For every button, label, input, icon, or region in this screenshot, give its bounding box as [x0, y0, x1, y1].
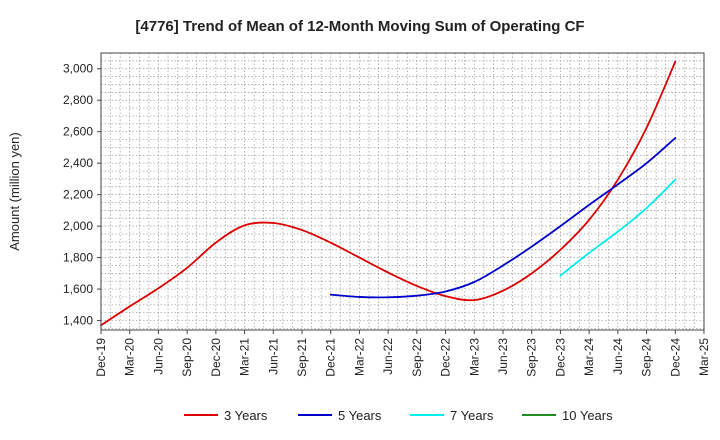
x-tick-label: Dec-20 [209, 338, 223, 377]
x-tick-label: Mar-23 [467, 338, 481, 376]
series-line-3-years [100, 60, 677, 327]
x-tick-label: Jun-21 [266, 338, 280, 375]
x-tick-label: Sep-24 [640, 338, 654, 377]
y-tick-label: 2,600 [63, 125, 93, 139]
x-tick-label: Dec-19 [94, 338, 108, 377]
y-tick-label: 3,000 [63, 62, 93, 76]
x-tick-label: Mar-20 [123, 338, 137, 376]
legend-label-10-years: 10 Years [562, 408, 613, 423]
x-tick-label: Jun-22 [381, 338, 395, 375]
x-tick-label: Jun-23 [496, 338, 510, 375]
plot-area [100, 52, 705, 331]
y-tick-label: 2,000 [63, 219, 93, 233]
grid [100, 52, 705, 330]
y-tick-label: 1,800 [63, 251, 93, 265]
y-tick-label: 2,400 [63, 156, 93, 170]
y-tick-label: 1,400 [63, 314, 93, 328]
series-line-7-years [559, 178, 677, 277]
x-tick-label: Sep-21 [295, 338, 309, 377]
x-tick-label: Mar-24 [582, 338, 596, 376]
y-axis-ticks: 1,400 1,600 1,800 2,000 2,200 2,400 2,600 2,800… [63, 62, 101, 328]
plot-frame [100, 52, 705, 331]
x-tick-label: Mar-25 [697, 338, 711, 376]
x-tick-label: Mar-22 [352, 338, 366, 376]
y-tick-label: 2,800 [63, 93, 93, 107]
x-axis-ticks: Dec-19 Mar-20 Jun-20 Sep-20 Dec-20 Mar-21 Jun-… [94, 330, 711, 377]
series-layer [100, 60, 677, 327]
x-tick-label: Sep-22 [410, 338, 424, 377]
x-tick-label: Sep-20 [180, 338, 194, 377]
x-tick-label: Jun-20 [151, 338, 165, 375]
x-tick-label: Dec-24 [668, 338, 682, 377]
x-tick-label: Jun-24 [611, 338, 625, 375]
series-line-5-years [329, 137, 677, 299]
legend-label-5-years: 5 Years [338, 408, 382, 423]
legend: 3 Years 5 Years 7 Years 10 Years [184, 408, 613, 423]
chart-title: [4776] Trend of Mean of 12-Month Moving … [135, 18, 584, 35]
y-tick-label: 1,600 [63, 282, 93, 296]
x-tick-label: Sep-23 [525, 338, 539, 377]
legend-label-7-years: 7 Years [450, 408, 494, 423]
x-tick-label: Dec-23 [553, 338, 567, 377]
x-tick-label: Mar-21 [238, 338, 252, 376]
y-axis-label: Amount (million yen) [7, 132, 22, 251]
legend-label-3-years: 3 Years [224, 408, 268, 423]
plot-background [101, 53, 704, 330]
x-tick-label: Dec-22 [439, 338, 453, 377]
y-tick-label: 2,200 [63, 188, 93, 202]
x-tick-label: Dec-21 [324, 338, 338, 377]
